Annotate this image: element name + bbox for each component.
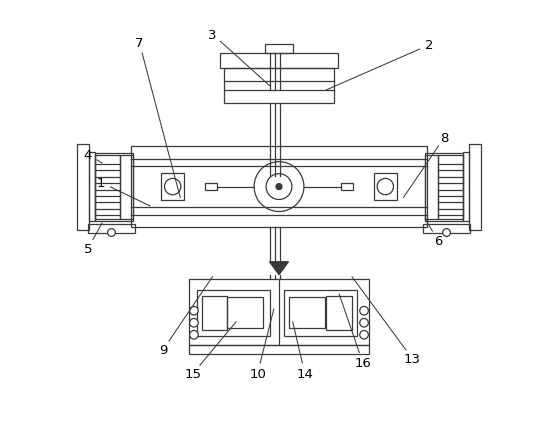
Text: 13: 13: [403, 352, 421, 365]
Bar: [196, 290, 270, 336]
Circle shape: [360, 319, 368, 327]
Bar: [201, 296, 228, 330]
Bar: [220, 54, 338, 69]
Bar: [373, 173, 397, 201]
Bar: [469, 144, 481, 230]
Bar: [425, 156, 438, 219]
Circle shape: [360, 307, 368, 315]
Text: 7: 7: [135, 37, 143, 50]
Bar: [463, 153, 469, 221]
Bar: [284, 290, 357, 336]
Text: 4: 4: [84, 148, 92, 162]
Bar: [95, 156, 120, 219]
Text: 16: 16: [354, 356, 371, 369]
Bar: [423, 224, 470, 233]
Circle shape: [108, 229, 116, 237]
Bar: [341, 183, 353, 191]
Circle shape: [442, 229, 450, 237]
Text: 10: 10: [249, 367, 266, 380]
Bar: [289, 298, 325, 329]
Bar: [77, 144, 89, 230]
Bar: [326, 296, 352, 330]
Text: 14: 14: [296, 367, 313, 380]
Circle shape: [190, 319, 198, 327]
Circle shape: [254, 162, 304, 212]
Text: 8: 8: [440, 131, 449, 144]
Bar: [95, 154, 133, 221]
Bar: [228, 298, 263, 329]
Text: 6: 6: [434, 234, 442, 247]
Circle shape: [266, 174, 292, 200]
Circle shape: [190, 307, 198, 315]
Bar: [205, 183, 217, 191]
Text: 1: 1: [97, 176, 105, 189]
Circle shape: [165, 179, 181, 195]
Text: 15: 15: [185, 367, 201, 380]
Circle shape: [276, 184, 282, 190]
Circle shape: [360, 331, 368, 339]
Bar: [88, 224, 135, 233]
Bar: [425, 154, 463, 221]
Polygon shape: [270, 262, 288, 275]
Circle shape: [190, 331, 198, 339]
Bar: [161, 173, 185, 201]
Bar: [120, 156, 133, 219]
Text: 5: 5: [84, 243, 92, 256]
Bar: [224, 69, 334, 104]
Bar: [265, 45, 293, 54]
Text: 3: 3: [208, 28, 217, 41]
Bar: [189, 345, 369, 354]
Bar: [189, 280, 369, 345]
Bar: [131, 147, 427, 228]
Circle shape: [377, 179, 393, 195]
Bar: [438, 156, 463, 219]
Text: 2: 2: [425, 39, 434, 52]
Bar: [89, 153, 95, 221]
Text: 9: 9: [159, 344, 167, 356]
